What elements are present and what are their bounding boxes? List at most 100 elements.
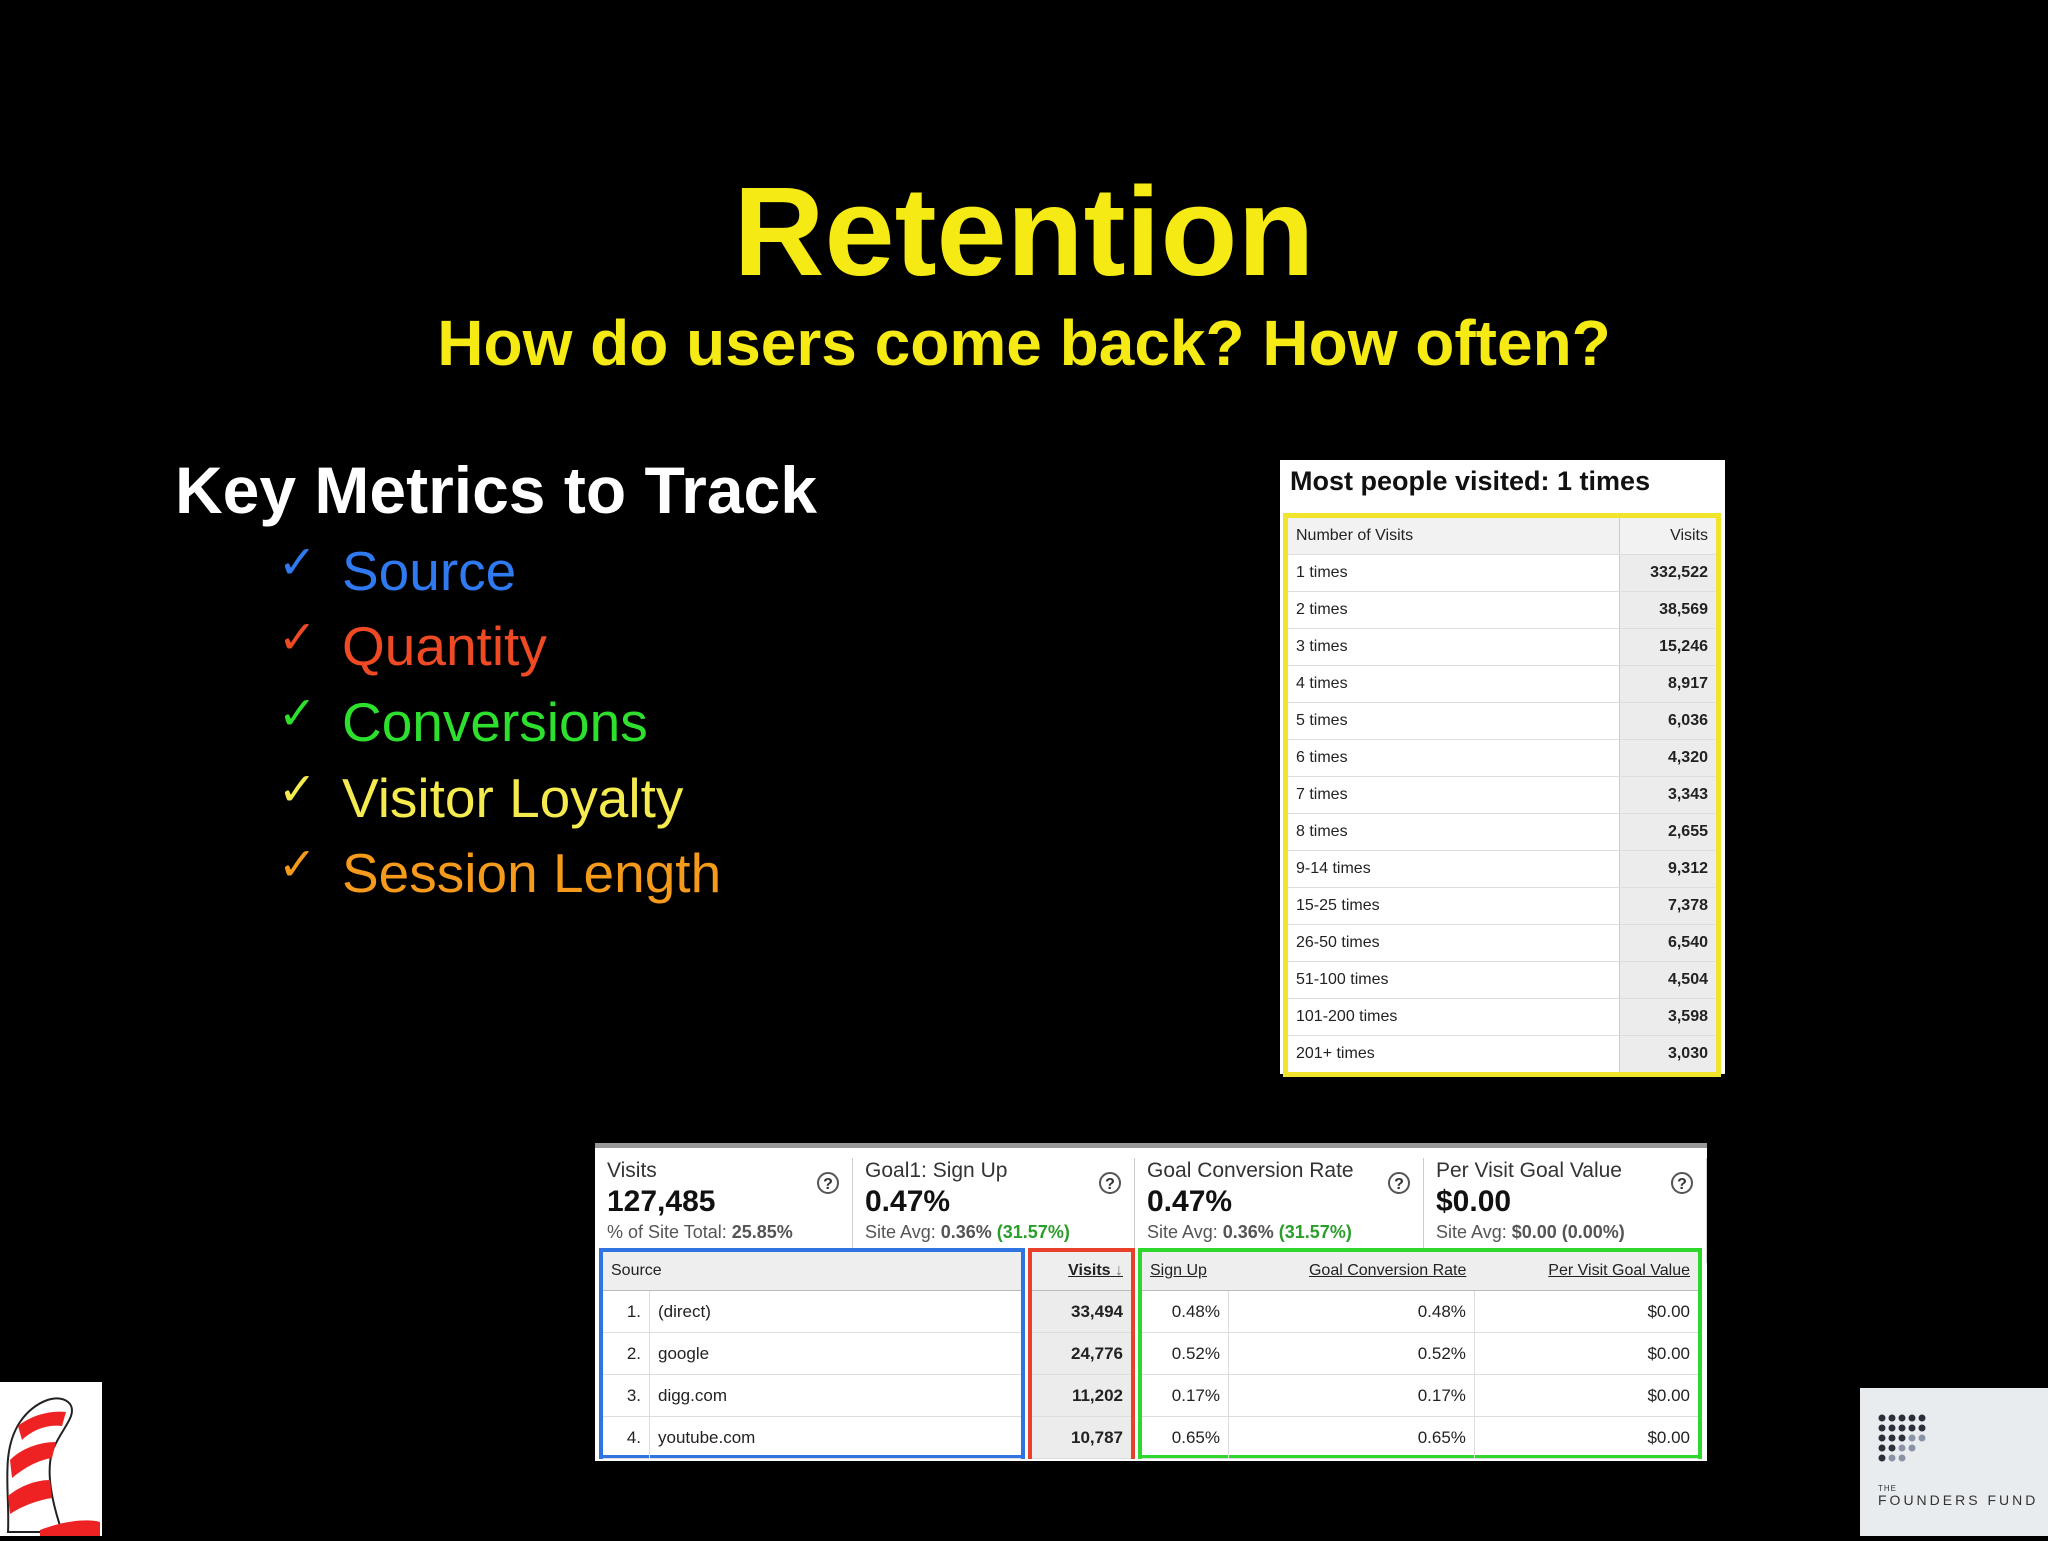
row-signup: 0.17% [1142,1374,1229,1417]
loyalty-row: 6 times 4,320 [1285,739,1719,777]
row-rank: 4. [603,1416,650,1459]
summary-sub-green: (31.57%) [996,1222,1070,1242]
row-visits: 10,787 [1032,1416,1131,1459]
metric-item: ✓ Conversions [278,687,648,757]
loyalty-row-label: 1 times [1285,554,1620,592]
row-rank: 3. [603,1374,650,1417]
summary-sub-prefix: % of Site Total: [607,1222,732,1242]
help-icon[interactable]: ? [1099,1172,1121,1194]
summary-label: Goal1: Sign Up [865,1159,1008,1182]
goals-column-box: Sign Up Goal Conversion Rate Per Visit G… [1138,1248,1702,1459]
table-row: 0.65% 0.65% $0.00 [1142,1416,1698,1459]
summary-sub-bold: 0.36% [1222,1222,1274,1242]
loyalty-row-label: 101-200 times [1285,998,1620,1036]
row-source-link[interactable]: youtube.com [649,1416,1021,1459]
loyalty-row: 26-50 times 6,540 [1285,924,1719,962]
checkmark-icon: ✓ [278,536,317,588]
loyalty-row: 8 times 2,655 [1285,813,1719,851]
loyalty-title: Most people visited: 1 times [1290,466,1651,496]
loyalty-table: Number of Visits Visits 1 times 332,522 2 … [1283,513,1721,1077]
visitor-loyalty-panel: Most people visited: 1 times Number of V… [1280,460,1725,1077]
loyalty-row: 1 times 332,522 [1285,554,1719,592]
logo-small-text: THE [1878,1484,1897,1493]
summary-subtext: Site Avg: 0.36% (31.57%) [1147,1220,1423,1244]
metric-label: Visitor Loyalty [342,767,684,829]
table-row[interactable]: 4. youtube.com [603,1416,1021,1459]
checkmark-icon: ✓ [278,611,317,663]
summary-label: Goal Conversion Rate [1147,1159,1354,1182]
summary-subtext: % of Site Total: 25.85% [607,1220,852,1244]
source-column-box: Source 1. (direct) 2. google 3. digg.com 4. you… [599,1248,1025,1459]
loyalty-row: 7 times 3,343 [1285,776,1719,814]
visits-header[interactable]: Visits ↓ [1032,1252,1131,1291]
pvgv-header[interactable]: Per Visit Goal Value [1474,1252,1698,1291]
summary-sub-prefix: Site Avg: [1436,1222,1512,1242]
traffic-sources-report: Visits 127,485% of Site Total: 25.85% ? Go… [595,1143,1707,1461]
table-row: 24,776 [1032,1332,1131,1375]
row-source-link[interactable]: digg.com [649,1374,1021,1417]
metric-label: Quantity [342,615,547,677]
row-source-link[interactable]: google [649,1332,1021,1375]
loyalty-row-label: 6 times [1285,739,1620,777]
table-row[interactable]: 2. google [603,1332,1021,1375]
dot-grid-icon [1878,1414,1926,1462]
loyalty-row-label: 2 times [1285,591,1620,629]
cat-in-the-hat-logo [0,1382,102,1536]
summary-value: 0.47% [1147,1185,1233,1218]
signup-header[interactable]: Sign Up [1142,1252,1229,1291]
help-icon[interactable]: ? [817,1172,839,1194]
loyalty-row: 15-25 times 7,378 [1285,887,1719,925]
loyalty-body: 1 times 332,522 2 times 38,569 3 times 15,246… [1285,554,1719,1075]
table-row: 33,494 [1032,1290,1131,1333]
loyalty-row: 4 times 8,917 [1285,665,1719,703]
loyalty-row-value: 2,655 [1619,813,1719,851]
help-icon[interactable]: ? [1388,1172,1410,1194]
summary-sub-prefix: Site Avg: [865,1222,941,1242]
row-visits: 24,776 [1032,1332,1131,1375]
logo-name-text: FOUNDERS FUND [1878,1492,2039,1508]
checkmark-icon: ✓ [278,838,317,890]
loyalty-row-label: 5 times [1285,702,1620,740]
summary-metric: Per Visit Goal Value $0.00 Site Avg: $0.00… [1424,1158,1707,1263]
help-icon[interactable]: ? [1671,1172,1693,1194]
source-header[interactable]: Source [603,1252,1021,1291]
row-signup: 0.65% [1142,1416,1229,1459]
loyalty-row-value: 4,504 [1619,961,1719,999]
summary-subtext: Site Avg: 0.36% (31.57%) [865,1220,1134,1244]
loyalty-row-value: 7,378 [1619,887,1719,925]
loyalty-row: 101-200 times 3,598 [1285,998,1719,1036]
summary-value: $0.00 [1436,1185,1512,1218]
summary-subtext: Site Avg: $0.00 (0.00%) [1436,1220,1706,1244]
loyalty-row-value: 8,917 [1619,665,1719,703]
metric-item: ✓ Visitor Loyalty [278,763,683,833]
loyalty-row-label: 8 times [1285,813,1620,851]
summary-sub-bold: $0.00 (0.00%) [1511,1222,1625,1242]
sort-down-icon: ↓ [1115,1262,1123,1279]
row-signup: 0.52% [1142,1332,1229,1375]
loyalty-row: 201+ times 3,030 [1285,1035,1719,1075]
table-row[interactable]: 3. digg.com [603,1374,1021,1417]
checkmark-icon: ✓ [278,687,317,739]
row-pvgv: $0.00 [1474,1290,1698,1333]
loyalty-row-value: 38,569 [1619,591,1719,629]
loyalty-col-number: Number of Visits [1285,515,1620,555]
metric-item: ✓ Source [278,536,516,606]
gcr-header[interactable]: Goal Conversion Rate [1228,1252,1475,1291]
loyalty-row-value: 3,343 [1619,776,1719,814]
summary-sub-prefix: Site Avg: [1147,1222,1223,1242]
loyalty-row-value: 9,312 [1619,850,1719,888]
loyalty-row-label: 9-14 times [1285,850,1620,888]
summary-value: 0.47% [865,1185,951,1218]
table-row[interactable]: 1. (direct) [603,1290,1021,1333]
summary-metric: Visits 127,485% of Site Total: 25.85% ? [595,1158,853,1263]
row-source-link[interactable]: (direct) [649,1290,1021,1333]
loyalty-row-value: 6,540 [1619,924,1719,962]
checkmark-icon: ✓ [278,763,317,815]
metric-label: Source [342,540,517,602]
summary-label: Visits [607,1159,657,1182]
loyalty-row-label: 15-25 times [1285,887,1620,925]
summary-sub-bold: 25.85% [731,1222,793,1242]
loyalty-row: 3 times 15,246 [1285,628,1719,666]
row-pvgv: $0.00 [1474,1374,1698,1417]
table-row: 10,787 [1032,1416,1131,1459]
